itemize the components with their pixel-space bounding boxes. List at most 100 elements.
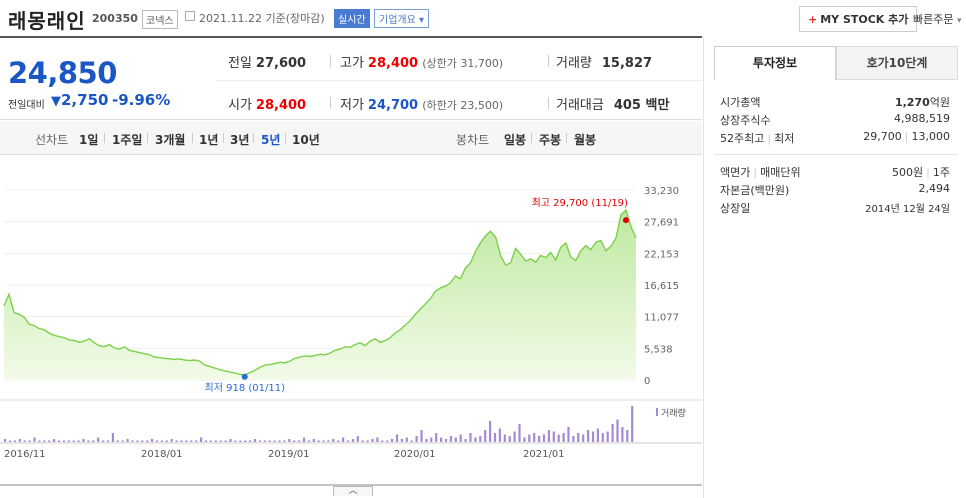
volume-bar <box>121 440 124 442</box>
x-tick-label: 2016/11 <box>4 449 46 460</box>
volume-bar <box>361 440 364 442</box>
price-rate: -9.96% <box>112 91 171 109</box>
volume-bar <box>489 421 492 442</box>
volume-bar <box>92 440 95 442</box>
divider <box>330 97 331 109</box>
candle-daily[interactable]: 일봉 <box>504 133 527 147</box>
y-tick-label: 5,538 <box>644 344 673 355</box>
company-overview-label: 기업개요 <box>379 15 416 26</box>
volume-bar <box>332 439 335 442</box>
volume-bar <box>391 439 394 442</box>
volume-bar <box>454 437 457 442</box>
row-divider <box>216 80 702 81</box>
line-chart-label: 선차트 <box>35 133 69 147</box>
quick-order-label: 빠른주문 <box>913 13 954 26</box>
period-1w[interactable]: 1주일 <box>112 133 143 147</box>
high-value: 28,400 <box>367 56 419 71</box>
open-price: 시가 28,400 <box>228 94 306 113</box>
volume-bar <box>415 436 418 442</box>
volume-bar <box>28 440 31 442</box>
period-1d[interactable]: 1일 <box>79 133 99 147</box>
y-tick-label: 11,077 <box>644 313 679 324</box>
period-selector: 선차트 1일 1주일 3개월 1년 3년 5년 10년 봉차트 일봉 주봉 월봉 <box>0 121 702 155</box>
listing-value: 2014년 12월 24일 <box>865 204 950 215</box>
volume-bar <box>239 440 242 442</box>
volume-bar <box>533 433 536 442</box>
volume-bar <box>601 433 604 442</box>
volume-bar <box>293 440 296 442</box>
volume-bar <box>209 440 212 442</box>
volume-bar <box>552 431 555 442</box>
volume-bar <box>67 440 70 442</box>
volume-bar <box>562 433 565 442</box>
market-cap-label: 시가총액 <box>720 96 761 109</box>
volume-bar <box>322 440 325 442</box>
price-chart[interactable]: 33,230 27,691 22,153 16,615 11,077 5,538 0 최고 2… <box>0 155 702 498</box>
diff-label: 전일대비 <box>8 100 45 111</box>
period-5y[interactable]: 5년 <box>261 133 281 147</box>
open-value: 28,400 <box>255 98 307 113</box>
volume-bar <box>317 440 320 442</box>
volume-bar <box>523 437 526 442</box>
volume-bar <box>518 424 521 442</box>
volume-bar <box>224 440 227 442</box>
volume-bar <box>33 437 36 442</box>
volume-bar <box>298 440 301 442</box>
volume-bar <box>538 436 541 442</box>
chevron-down-icon: ▾ <box>956 16 962 26</box>
candle-monthly[interactable]: 월봉 <box>574 133 597 147</box>
y-tick-label: 22,153 <box>644 249 679 260</box>
lower-limit: (하한가 23,500) <box>422 99 504 112</box>
period-3y[interactable]: 3년 <box>230 133 250 147</box>
quick-order-button[interactable]: 빠른주문 ▾ <box>913 11 962 27</box>
price-line <box>3 208 637 376</box>
divider <box>253 133 254 143</box>
volume-value: 15,827 <box>601 56 653 71</box>
week52-low: 13,000 <box>911 130 951 143</box>
volume-bar <box>190 440 193 442</box>
volume-bar <box>131 440 134 442</box>
volume-bar <box>557 434 560 442</box>
volume-bar <box>386 440 389 442</box>
low-price: 저가 24,700 (하한가 23,500) <box>340 94 503 113</box>
max-label: 최고 29,700 (11/19) <box>532 197 628 209</box>
volume-bar <box>283 440 286 442</box>
volume-bar <box>400 439 403 442</box>
collapse-chart-button[interactable]: ︿ <box>333 486 373 496</box>
volume-bar <box>591 431 595 442</box>
volume-bar <box>547 430 550 442</box>
x-tick-label: 2021/01 <box>523 449 565 460</box>
calendar-icon <box>185 11 195 21</box>
tab-investment-info[interactable]: 투자정보 <box>714 46 836 80</box>
candle-weekly[interactable]: 주봉 <box>539 133 562 147</box>
market-cap-value: 1,270억원 <box>895 94 950 110</box>
volume-bar <box>175 440 178 442</box>
volume-bar <box>420 430 423 442</box>
volume-bar <box>582 434 585 442</box>
period-3m[interactable]: 3개월 <box>155 133 186 147</box>
volume-bar <box>126 439 129 442</box>
tab-order-book[interactable]: 호가10단계 <box>836 46 958 80</box>
volume-bar <box>102 440 105 442</box>
volume-bar <box>611 424 614 442</box>
low-value: 24,700 <box>367 98 419 113</box>
volume-bar <box>395 434 399 442</box>
price-summary: 24,850 전일대비 ▼2,750 -9.96% 전일 27,600 고가 28,… <box>0 36 702 120</box>
divider <box>192 133 193 143</box>
face-value-label: 액면가 <box>720 166 751 179</box>
volume-bar <box>513 431 516 442</box>
open-label: 시가 <box>228 98 252 113</box>
volume-bar <box>464 439 467 442</box>
add-mystock-button[interactable]: + MY STOCK 추가 <box>799 6 918 32</box>
period-10y[interactable]: 10년 <box>292 133 320 147</box>
company-overview-button[interactable]: 기업개요 ▾ <box>374 9 430 28</box>
y-tick-label: 33,230 <box>644 186 679 197</box>
amount-label: 거래대금 <box>556 98 604 113</box>
face-value-amount: 500원 <box>892 166 924 179</box>
realtime-badge[interactable]: 실시간 <box>334 9 370 28</box>
volume-bar <box>542 434 546 442</box>
volume-bar <box>631 406 634 442</box>
period-1y[interactable]: 1년 <box>199 133 219 147</box>
volume-bar <box>43 440 46 442</box>
volume-bar <box>528 434 531 442</box>
